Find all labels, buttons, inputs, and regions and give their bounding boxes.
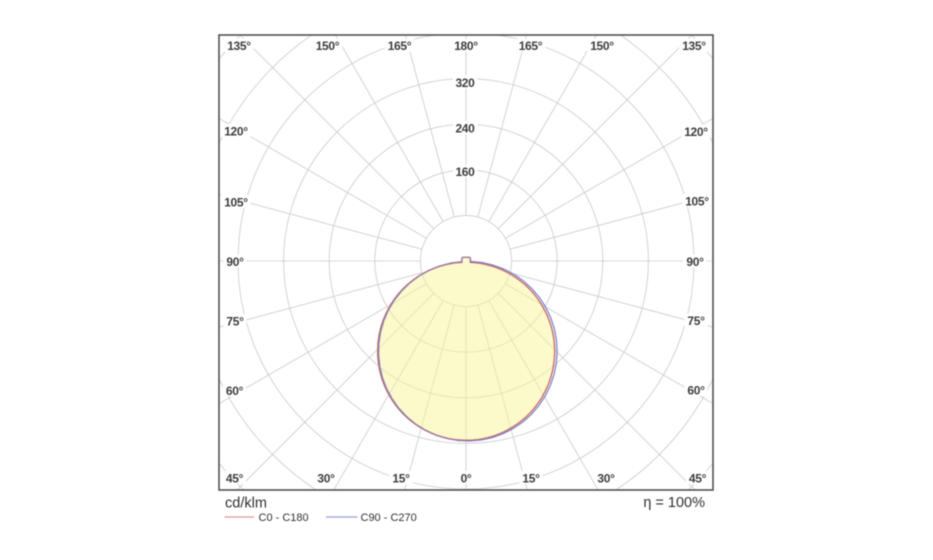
svg-text:165°: 165°: [519, 39, 543, 53]
svg-text:C90 - C270: C90 - C270: [361, 512, 417, 524]
svg-text:160: 160: [455, 165, 475, 179]
svg-text:45°: 45°: [226, 472, 244, 486]
svg-text:120°: 120°: [684, 125, 708, 139]
svg-text:240: 240: [455, 122, 475, 136]
svg-text:30°: 30°: [597, 472, 615, 486]
svg-text:C0 - C180: C0 - C180: [259, 512, 309, 524]
svg-text:15°: 15°: [392, 472, 410, 486]
svg-text:105°: 105°: [224, 196, 248, 210]
svg-text:90°: 90°: [686, 255, 704, 269]
svg-text:60°: 60°: [226, 384, 244, 398]
svg-text:105°: 105°: [685, 195, 709, 209]
svg-text:320: 320: [455, 76, 475, 90]
svg-text:60°: 60°: [687, 384, 705, 398]
svg-text:180°: 180°: [454, 39, 478, 53]
svg-text:0°: 0°: [461, 472, 472, 486]
svg-text:cd/klm: cd/klm: [225, 496, 267, 512]
svg-text:75°: 75°: [226, 315, 244, 329]
svg-text:135°: 135°: [682, 39, 706, 53]
svg-text:90°: 90°: [226, 255, 244, 269]
svg-text:165°: 165°: [388, 39, 412, 53]
svg-text:15°: 15°: [522, 472, 540, 486]
svg-text:45°: 45°: [689, 472, 707, 486]
svg-text:135°: 135°: [227, 39, 251, 53]
svg-text:150°: 150°: [316, 39, 340, 53]
svg-text:120°: 120°: [224, 125, 248, 139]
svg-text:150°: 150°: [590, 39, 614, 53]
svg-text:30°: 30°: [317, 472, 335, 486]
svg-text:75°: 75°: [687, 314, 705, 328]
svg-text:η = 100%: η = 100%: [643, 495, 705, 511]
